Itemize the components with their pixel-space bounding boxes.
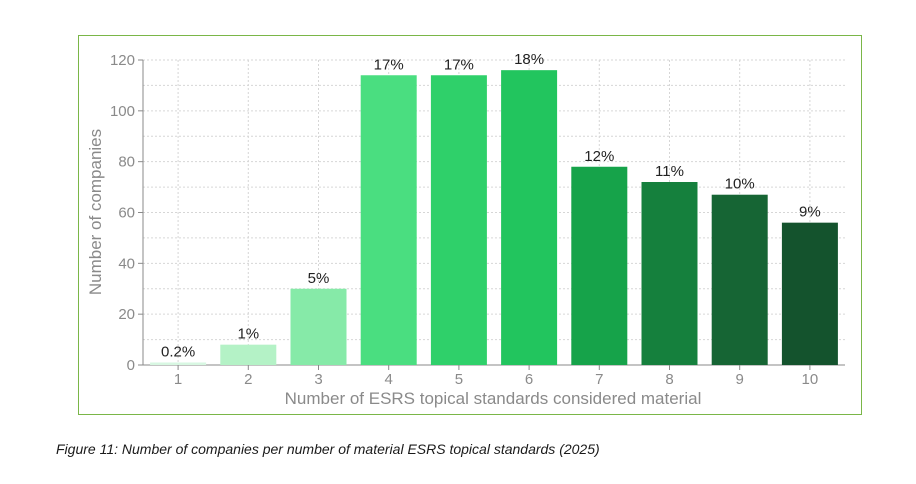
x-tick-label: 6: [525, 371, 533, 388]
data-label: 17%: [444, 56, 474, 73]
y-tick-label: 60: [118, 205, 135, 222]
bar-8: [641, 182, 698, 365]
data-label: 5%: [308, 270, 330, 287]
bar-9: [711, 194, 768, 365]
y-axis-label: Number of companies: [86, 129, 105, 295]
y-tick-label: 100: [110, 103, 135, 120]
bar-chart: 0.2%1%5%17% 17% 18%12%11%10%9% 02040608010…: [86, 51, 845, 408]
data-label: 10%: [725, 176, 755, 193]
data-label: 1%: [237, 326, 259, 343]
bar-10: [781, 222, 838, 365]
bar-7: [571, 166, 628, 365]
x-tick-label: 4: [385, 371, 393, 388]
y-tick-label: 120: [110, 52, 135, 69]
bar-4: [360, 75, 417, 365]
x-tick-label: 3: [314, 371, 322, 388]
y-tick-label: 20: [118, 306, 135, 323]
x-tick-label: 7: [595, 371, 603, 388]
x-tick-label: 5: [455, 371, 463, 388]
bar-5: [430, 75, 487, 365]
x-tick-label: 10: [802, 371, 819, 388]
chart-frame: [78, 35, 862, 415]
bar-3: [290, 288, 347, 365]
data-label: 0.2%: [161, 343, 195, 360]
x-tick-label: 2: [244, 371, 252, 388]
x-tick-label: 8: [665, 371, 673, 388]
x-tick-label: 9: [736, 371, 744, 388]
figure-caption: Figure 11: Number of companies per numbe…: [56, 441, 600, 457]
y-tick-label: 80: [118, 154, 135, 171]
x-axis-label: Number of ESRS topical standards conside…: [285, 389, 702, 408]
y-tick-label: 0: [127, 357, 135, 374]
data-label: 9%: [799, 204, 821, 221]
data-label: 17%: [374, 56, 404, 73]
bar-2: [220, 344, 277, 365]
data-label: 11%: [655, 163, 684, 180]
bar-6: [501, 70, 558, 366]
data-labels: 0.2% 1% 5% 17% 17% 18% 12% 11% 10% 9%: [161, 51, 821, 360]
x-tick-label: 1: [174, 371, 182, 388]
data-label: 12%: [584, 148, 614, 165]
y-tick-label: 40: [118, 255, 135, 272]
data-label: 18%: [514, 51, 544, 68]
tick-labels: 0 20 40 60 80 100 120 1 2 3 4 5 6 7 8 9 10: [110, 52, 818, 388]
bars: [150, 70, 838, 366]
bar-1: [150, 362, 207, 365]
